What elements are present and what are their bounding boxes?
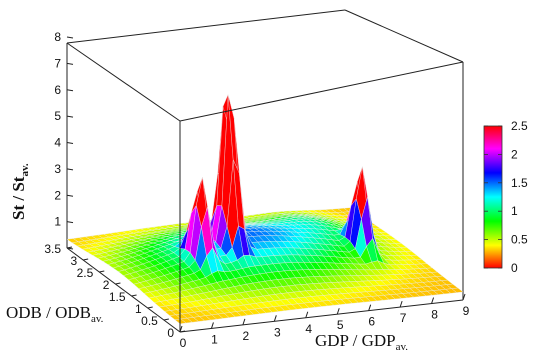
surface-cell: [451, 287, 464, 293]
y-tick-mark: [163, 318, 169, 321]
x-tick-mark: [368, 304, 372, 311]
x-axis-label-main: GDP / GDP: [315, 331, 396, 350]
x-tick-mark: [210, 322, 214, 329]
y-tick-label: 0.5: [141, 314, 158, 328]
x-tick-mark: [431, 297, 435, 304]
z-tick-label: 6: [54, 83, 61, 97]
z-tick-label: 7: [54, 56, 61, 70]
z-tick-label: 4: [54, 136, 61, 150]
colorbar-tick-label: 1.5: [511, 176, 528, 190]
colorbar-tick-label: 2: [511, 147, 518, 161]
x-tick-label: 1: [211, 332, 218, 346]
z-tick-mark: [66, 36, 74, 39]
z-tick-mark: [66, 168, 74, 171]
z-tick-mark: [66, 221, 74, 224]
y-axis-label-main: ODB / ODB: [6, 303, 91, 322]
x-tick-mark: [305, 311, 309, 318]
y-axis-label-sub: av.: [91, 313, 104, 325]
x-tick-mark: [273, 315, 277, 322]
y-tick-label: 3.5: [44, 242, 61, 256]
surface-mesh: [66, 93, 464, 325]
x-tick-label: 2: [243, 329, 250, 343]
z-tick-mark: [66, 194, 74, 197]
y-tick-label: 1: [135, 302, 142, 316]
x-tick-label: 5: [337, 318, 344, 332]
y-axis-label: ODB / ODBav.: [6, 303, 104, 325]
z-axis-label-main: St / St: [9, 176, 28, 220]
x-tick-label: 6: [368, 315, 375, 329]
z-tick-label: 5: [54, 109, 61, 123]
y-tick-mark: [66, 246, 73, 249]
y-tick-label: 3: [70, 254, 77, 268]
z-tick-mark: [66, 142, 74, 144]
y-tick-mark: [99, 270, 105, 273]
colorbar-ticks: 0 0.5 1 1.5 2 2.5: [484, 119, 528, 275]
colorbar-tick-label: 0: [511, 261, 518, 275]
x-tick-mark: [179, 325, 183, 333]
z-tick-label: 3: [54, 162, 61, 176]
y-tick-mark: [131, 294, 137, 297]
x-tick-mark: [462, 293, 466, 301]
x-tick-mark: [336, 308, 340, 315]
y-tick-label: 1.5: [109, 290, 126, 304]
x-tick-mark: [242, 318, 246, 326]
y-tick-label: 2.5: [77, 266, 94, 280]
z-tick-mark: [66, 89, 74, 92]
x-tick-label: 4: [305, 322, 312, 336]
z-tick-label: 2: [54, 188, 61, 202]
x-tick-mark: [399, 300, 403, 308]
z-axis-label: St / Stav.: [9, 163, 31, 220]
x-tick-label: 7: [400, 311, 407, 325]
colorbar-tick-label: 0.5: [511, 233, 528, 247]
z-axis-ticks: 1 2 3 4 5 6 7 8: [54, 30, 74, 250]
colorbar: [483, 125, 503, 269]
y-tick-label: 2: [103, 278, 110, 292]
y-tick-mark: [179, 330, 186, 333]
z-tick-label: 8: [54, 30, 61, 44]
back-box: [66, 9, 464, 300]
colorbar-tick-label: 1: [511, 204, 518, 218]
z-tick-mark: [66, 62, 74, 65]
y-tick-mark: [83, 258, 89, 261]
y-tick-mark: [115, 282, 121, 285]
x-tick-label: 9: [463, 304, 470, 318]
front-box: [66, 42, 464, 333]
x-tick-label: 3: [274, 325, 281, 339]
x-axis-label-sub: av.: [396, 341, 409, 353]
z-tick-label: 1: [54, 215, 61, 229]
y-tick-label: 0: [167, 326, 174, 340]
colorbar-tick-label: 2.5: [511, 119, 528, 133]
z-tick-mark: [66, 115, 74, 118]
x-tick-label: 8: [431, 308, 438, 322]
x-axis-ticks: 0 1 2 3 4 5 6 7 8 9: [179, 293, 470, 350]
x-tick-label: 0: [180, 336, 187, 350]
y-axis-ticks: 0 0.51 1.52 2.53 3.5: [44, 242, 186, 340]
z-axis-label-sub: av.: [19, 163, 31, 176]
x-axis-label: GDP / GDPav.: [315, 331, 408, 353]
y-tick-mark: [147, 306, 153, 309]
